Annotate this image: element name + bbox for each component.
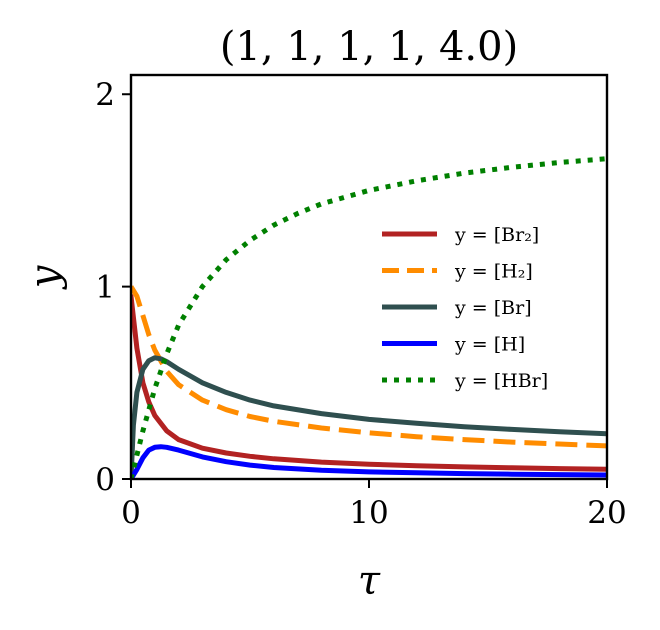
chart-title: (1, 1, 1, 1, 4.0) xyxy=(220,24,518,70)
series-line-3 xyxy=(131,444,607,479)
y-axis-label: y xyxy=(22,264,68,290)
x-axis-label: τ xyxy=(358,558,381,604)
y-tick-label: 0 xyxy=(95,462,115,498)
series-line-0 xyxy=(131,293,607,472)
legend-label-3: y = [H] xyxy=(454,334,525,356)
plot-area xyxy=(131,156,607,479)
legend: y = [Br₂] y = [H₂] y = [Br] y = [H] y = [HBr… xyxy=(382,224,548,392)
legend-label-2: y = [Br] xyxy=(454,297,532,319)
y-tick-label: 1 xyxy=(95,270,115,306)
axis-ticks: 0 10 20 0 1 2 xyxy=(95,77,626,531)
series-line-4 xyxy=(131,156,607,479)
x-tick-label: 0 xyxy=(121,495,141,531)
x-tick-label: 20 xyxy=(587,495,626,531)
y-tick-label: 2 xyxy=(95,77,115,113)
series-line-2 xyxy=(131,355,607,479)
series-line-1 xyxy=(131,285,607,449)
legend-label-1: y = [H₂] xyxy=(454,261,533,283)
legend-label-4: y = [HBr] xyxy=(454,370,548,392)
legend-label-0: y = [Br₂] xyxy=(454,224,539,246)
x-tick-label: 10 xyxy=(349,495,388,531)
